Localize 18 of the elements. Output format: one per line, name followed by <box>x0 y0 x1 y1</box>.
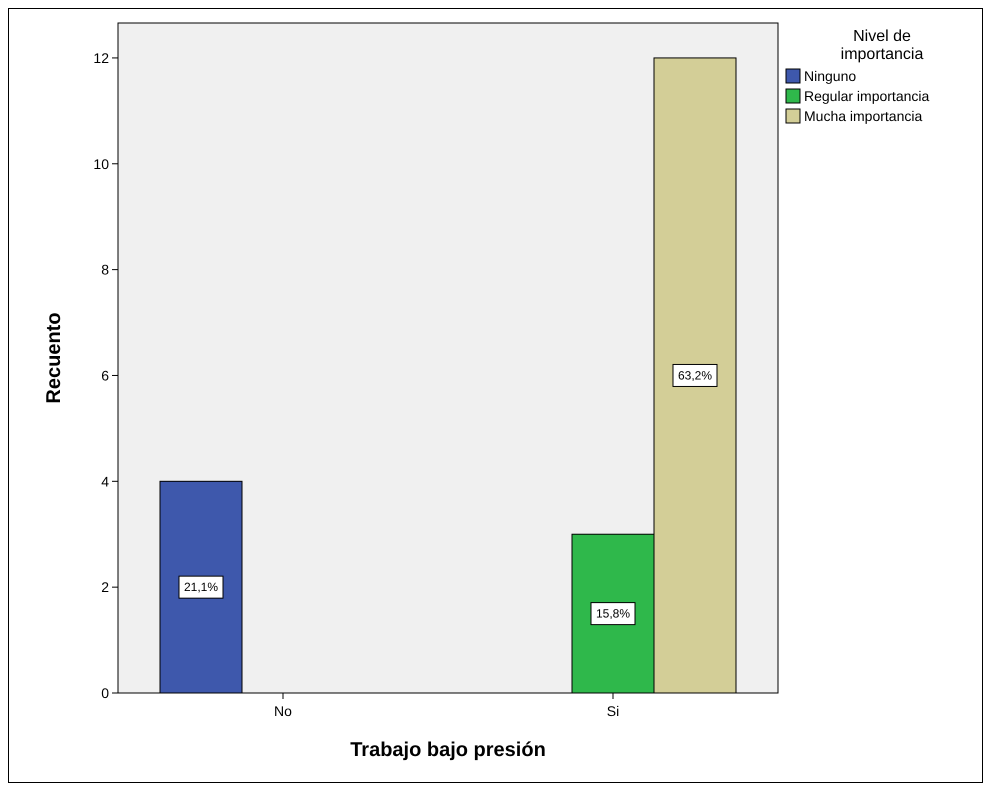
y-tick-label: 12 <box>93 50 110 66</box>
y-tick-label: 8 <box>101 262 110 278</box>
legend-label: Mucha importancia <box>804 108 922 124</box>
legend-label: Ninguno <box>804 68 856 84</box>
y-tick-label: 0 <box>101 685 110 701</box>
legend-title: Nivel de importancia <box>840 28 924 63</box>
x-axis-title: Trabajo bajo presión <box>350 739 546 761</box>
y-tick-label: 6 <box>101 367 110 384</box>
y-tick-label: 2 <box>101 579 110 596</box>
annotation: 63,2% <box>678 368 712 382</box>
x-tick-label: Si <box>606 703 620 719</box>
y-tick-label: 10 <box>93 156 110 172</box>
y-axis-title: Recuento <box>43 312 65 404</box>
annotation: 15,8% <box>596 606 630 621</box>
x-tick-label: No <box>274 703 292 719</box>
annotation: 21,1% <box>184 580 218 594</box>
y-tick-label: 4 <box>101 473 110 490</box>
legend-label: Regular importancia <box>804 88 930 104</box>
